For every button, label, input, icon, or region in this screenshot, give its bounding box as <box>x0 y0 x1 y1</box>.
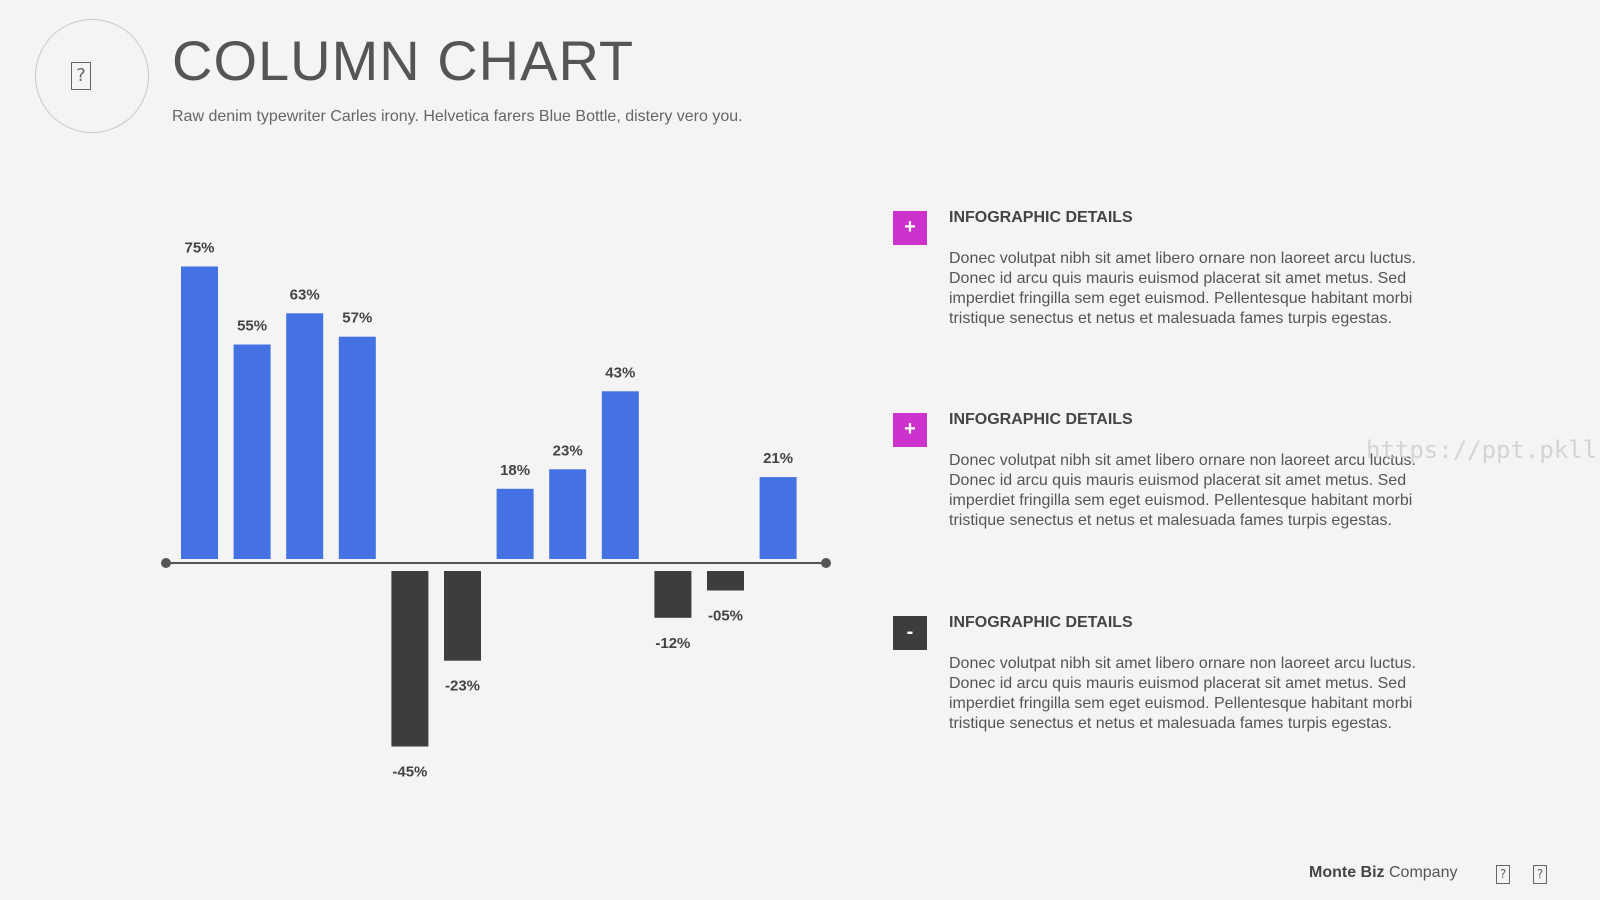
bar-label-5: -45% <box>392 764 427 781</box>
footer-brand-rest: Company <box>1389 864 1458 881</box>
bar-5 <box>391 571 429 747</box>
bar-label-10: -12% <box>655 635 690 652</box>
footer-placeholder-icon: ? <box>1533 865 1547 884</box>
bar-label-12: 21% <box>763 450 793 467</box>
placeholder-icon: ? <box>71 62 91 90</box>
bar-1 <box>181 266 218 559</box>
detail-title: INFOGRAPHIC DETAILS <box>949 411 1133 428</box>
bar-label-1: 75% <box>184 240 214 257</box>
minus-icon: - <box>893 616 927 650</box>
detail-text: Donec volutpat nibh sit amet libero orna… <box>949 655 1416 732</box>
plus-icon: + <box>893 413 927 447</box>
bar-7 <box>496 488 534 559</box>
watermark: https://ppt.pkll.de <box>1366 436 1600 464</box>
axis-end-dot <box>821 558 831 568</box>
bar-12 <box>759 477 797 559</box>
bar-2 <box>233 344 271 559</box>
axis-start-dot <box>161 558 171 568</box>
footer-brand: Monte Biz Company <box>1309 864 1457 882</box>
page-title: COLUMN CHART <box>172 29 635 92</box>
plus-icon: + <box>893 211 927 245</box>
bar-label-3: 63% <box>290 286 320 303</box>
bar-label-6: -23% <box>445 678 480 695</box>
footer-brand-bold: Monte Biz <box>1309 864 1385 881</box>
bar-8 <box>549 469 587 559</box>
detail-text: Donec volutpat nibh sit amet libero orna… <box>949 452 1416 529</box>
bar-label-11: -05% <box>708 608 743 625</box>
detail-text: Donec volutpat nibh sit amet libero orna… <box>949 250 1416 327</box>
bar-label-2: 55% <box>237 318 267 335</box>
detail-title: INFOGRAPHIC DETAILS <box>949 614 1133 631</box>
bar-label-4: 57% <box>342 310 372 327</box>
bar-3 <box>286 313 324 559</box>
bar-4 <box>338 336 376 559</box>
bar-6 <box>444 571 481 661</box>
bar-11 <box>707 571 744 591</box>
column-chart: 75% 55% 63% 57% -45% -23% 18% 23% 43% -12% -05% 21% <box>161 240 831 781</box>
bar-10 <box>654 571 692 618</box>
detail-title: INFOGRAPHIC DETAILS <box>949 209 1133 226</box>
footer-placeholder-icon: ? <box>1496 865 1510 884</box>
bar-label-8: 23% <box>553 442 583 459</box>
bar-label-9: 43% <box>605 364 635 381</box>
page-subtitle: Raw denim typewriter Carles irony. Helve… <box>172 108 743 125</box>
bar-label-7: 18% <box>500 462 530 479</box>
bar-9 <box>601 391 639 559</box>
logo-circle: ? <box>35 19 149 133</box>
